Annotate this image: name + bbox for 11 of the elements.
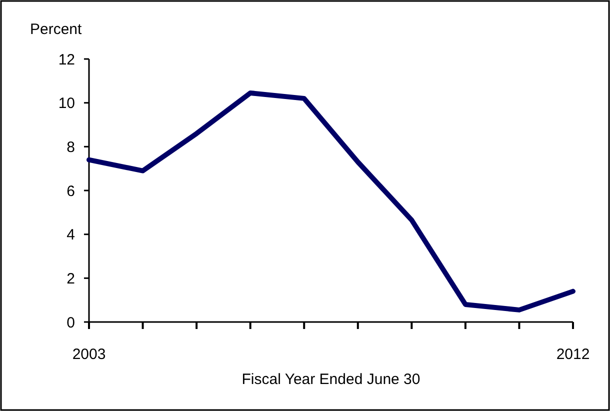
x-axis-title: Fiscal Year Ended June 30 bbox=[242, 371, 420, 388]
y-tick-label: 12 bbox=[58, 51, 75, 68]
y-tick-label: 6 bbox=[66, 182, 75, 200]
x-tick-label: 2003 bbox=[72, 346, 106, 363]
y-tick-label: 2 bbox=[66, 270, 75, 288]
y-tick-label: 10 bbox=[58, 95, 75, 112]
y-axis-title: Percent bbox=[30, 21, 83, 38]
y-tick-label: 0 bbox=[66, 314, 75, 332]
y-tick-label: 8 bbox=[66, 138, 75, 156]
y-tick-label: 4 bbox=[66, 226, 75, 244]
x-tick-label: 2012 bbox=[556, 346, 590, 363]
